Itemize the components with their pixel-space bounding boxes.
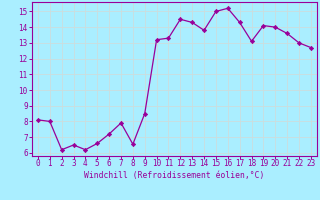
X-axis label: Windchill (Refroidissement éolien,°C): Windchill (Refroidissement éolien,°C) [84,171,265,180]
